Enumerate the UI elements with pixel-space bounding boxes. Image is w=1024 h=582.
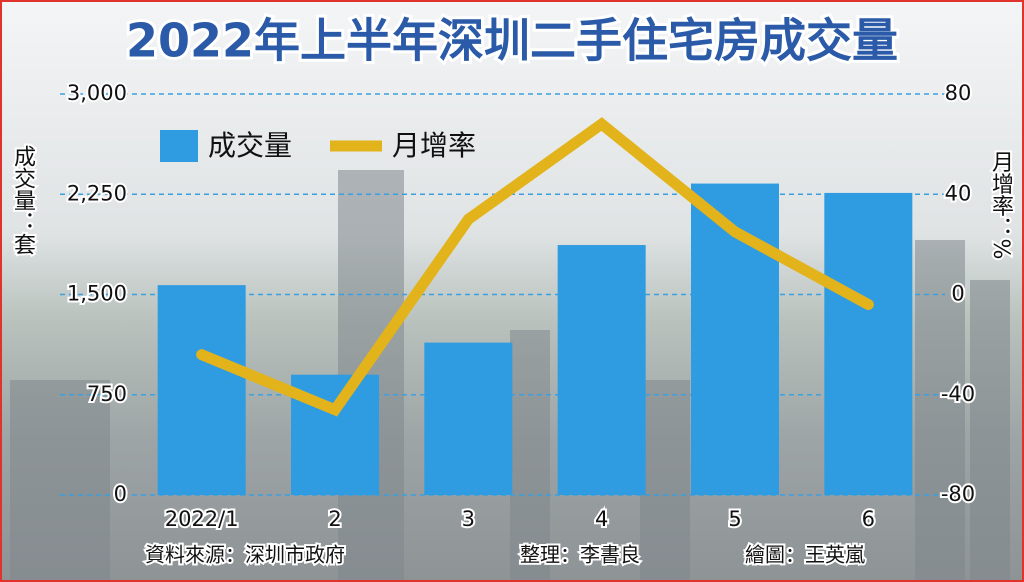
y-tick-label: 3,000	[67, 81, 127, 105]
source: 繪圖：王英嵐	[745, 543, 865, 567]
x-tick-label: 2022/1	[165, 507, 239, 531]
line	[196, 117, 874, 417]
y2-tick-label: -80	[941, 482, 975, 506]
legend-label: 月增率	[392, 129, 476, 162]
source: 資料來源：深圳市政府	[145, 543, 345, 567]
y2-tick-label: -40	[941, 382, 975, 406]
y-tick-label: 1,500	[67, 282, 127, 306]
chart-title: 2022年上半年深圳二手住宅房成交量	[126, 14, 898, 68]
bar	[557, 245, 646, 495]
x-tick-label: 4	[595, 507, 608, 531]
y2-axis-label: 月增率：%	[988, 151, 1014, 260]
bar	[157, 285, 246, 495]
y-tick-label: 0	[114, 482, 127, 506]
y-axis-label: 成交量：套	[10, 145, 36, 255]
bar	[424, 342, 513, 495]
y-tick-label: 750	[87, 382, 127, 406]
y2-tick-label: 80	[945, 81, 972, 105]
source: 整理：李書良	[520, 543, 640, 567]
legend-swatch	[160, 130, 198, 162]
bar	[824, 192, 913, 495]
x-tick-label: 6	[862, 507, 875, 531]
buildings	[10, 170, 1010, 580]
y2-tick-label: 40	[945, 181, 972, 205]
y-tick-label: 2,250	[67, 181, 127, 205]
x-tick-label: 5	[728, 507, 741, 531]
x-tick-label: 2	[328, 507, 341, 531]
x-tick-label: 3	[462, 507, 475, 531]
legend-label: 成交量	[208, 129, 292, 162]
y2-tick-label: 0	[951, 282, 964, 306]
